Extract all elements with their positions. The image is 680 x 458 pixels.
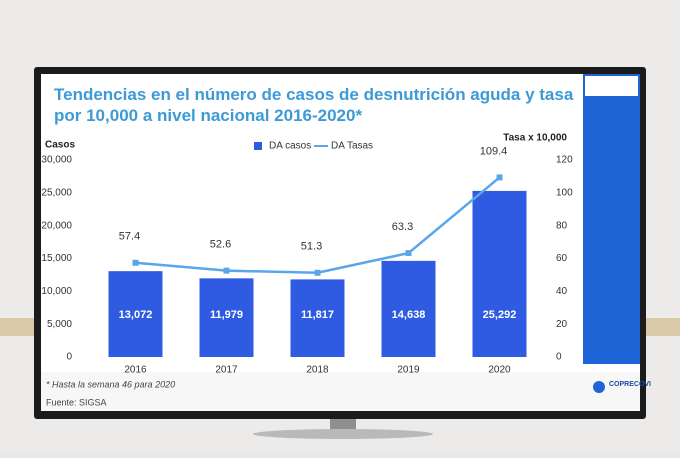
line-marker: [405, 250, 412, 257]
legend-swatch: [254, 142, 262, 150]
y-axis-label: Casos: [45, 140, 75, 151]
chart-title: Tendencias en el número de casos de desn…: [54, 85, 574, 125]
x-tick-label: 2019: [397, 365, 420, 376]
bar-value-label: 25,292: [483, 309, 517, 321]
logo-box: [585, 76, 638, 96]
line-value-label: 51.3: [301, 241, 322, 253]
x-tick-label: 2017: [215, 365, 238, 376]
logo-icon: [593, 381, 605, 393]
bar-value-label: 13,072: [119, 309, 153, 321]
line-marker: [496, 174, 503, 181]
x-tick-label: 2018: [306, 365, 329, 376]
x-tick-label: 2016: [124, 365, 147, 376]
footer-band: [41, 372, 640, 411]
y-tick-label: 25,000: [41, 187, 72, 198]
line-value-label: 109.4: [480, 145, 508, 157]
y-tick-label: 10,000: [41, 286, 72, 297]
line-marker: [132, 259, 139, 266]
legend-label: DA Tasas: [331, 141, 373, 152]
y2-tick-label: 20: [556, 319, 568, 330]
bar-value-label: 14,638: [392, 309, 426, 321]
line-value-label: 57.4: [119, 231, 140, 243]
y2-tick-label: 100: [556, 187, 573, 198]
y-tick-label: 20,000: [41, 220, 72, 231]
y2-tick-label: 80: [556, 220, 568, 231]
bar-value-label: 11,979: [210, 309, 243, 321]
bar-value-label: 11,817: [301, 309, 334, 321]
line-value-label: 52.6: [210, 239, 231, 251]
y-tick-label: 0: [66, 352, 72, 363]
bar: [381, 260, 436, 357]
bar: [472, 190, 527, 357]
y2-tick-label: 120: [556, 155, 573, 166]
line-value-label: 63.3: [392, 221, 413, 233]
source: Fuente: SIGSA: [46, 397, 107, 407]
line-marker: [314, 269, 321, 276]
y2-tick-label: 60: [556, 253, 568, 264]
y-tick-label: 5,000: [47, 319, 72, 330]
tv-stand: [330, 416, 356, 432]
y2-axis-label: Tasa x 10,000: [503, 133, 567, 144]
bar: [290, 279, 345, 357]
y2-tick-label: 40: [556, 286, 568, 297]
x-tick-label: 2020: [488, 365, 511, 376]
bar: [199, 278, 254, 357]
tv-base: [253, 429, 433, 439]
y-tick-label: 30,000: [41, 155, 72, 166]
logo-text: COPRECOVI: [609, 381, 651, 388]
side-panel: [583, 74, 640, 364]
line-marker: [223, 267, 230, 274]
y2-tick-label: 0: [556, 352, 562, 363]
y-tick-label: 15,000: [41, 253, 72, 264]
note: * Hasta la semana 46 para 2020: [46, 379, 175, 389]
bar: [108, 271, 163, 357]
legend-label: DA casos: [269, 141, 311, 152]
